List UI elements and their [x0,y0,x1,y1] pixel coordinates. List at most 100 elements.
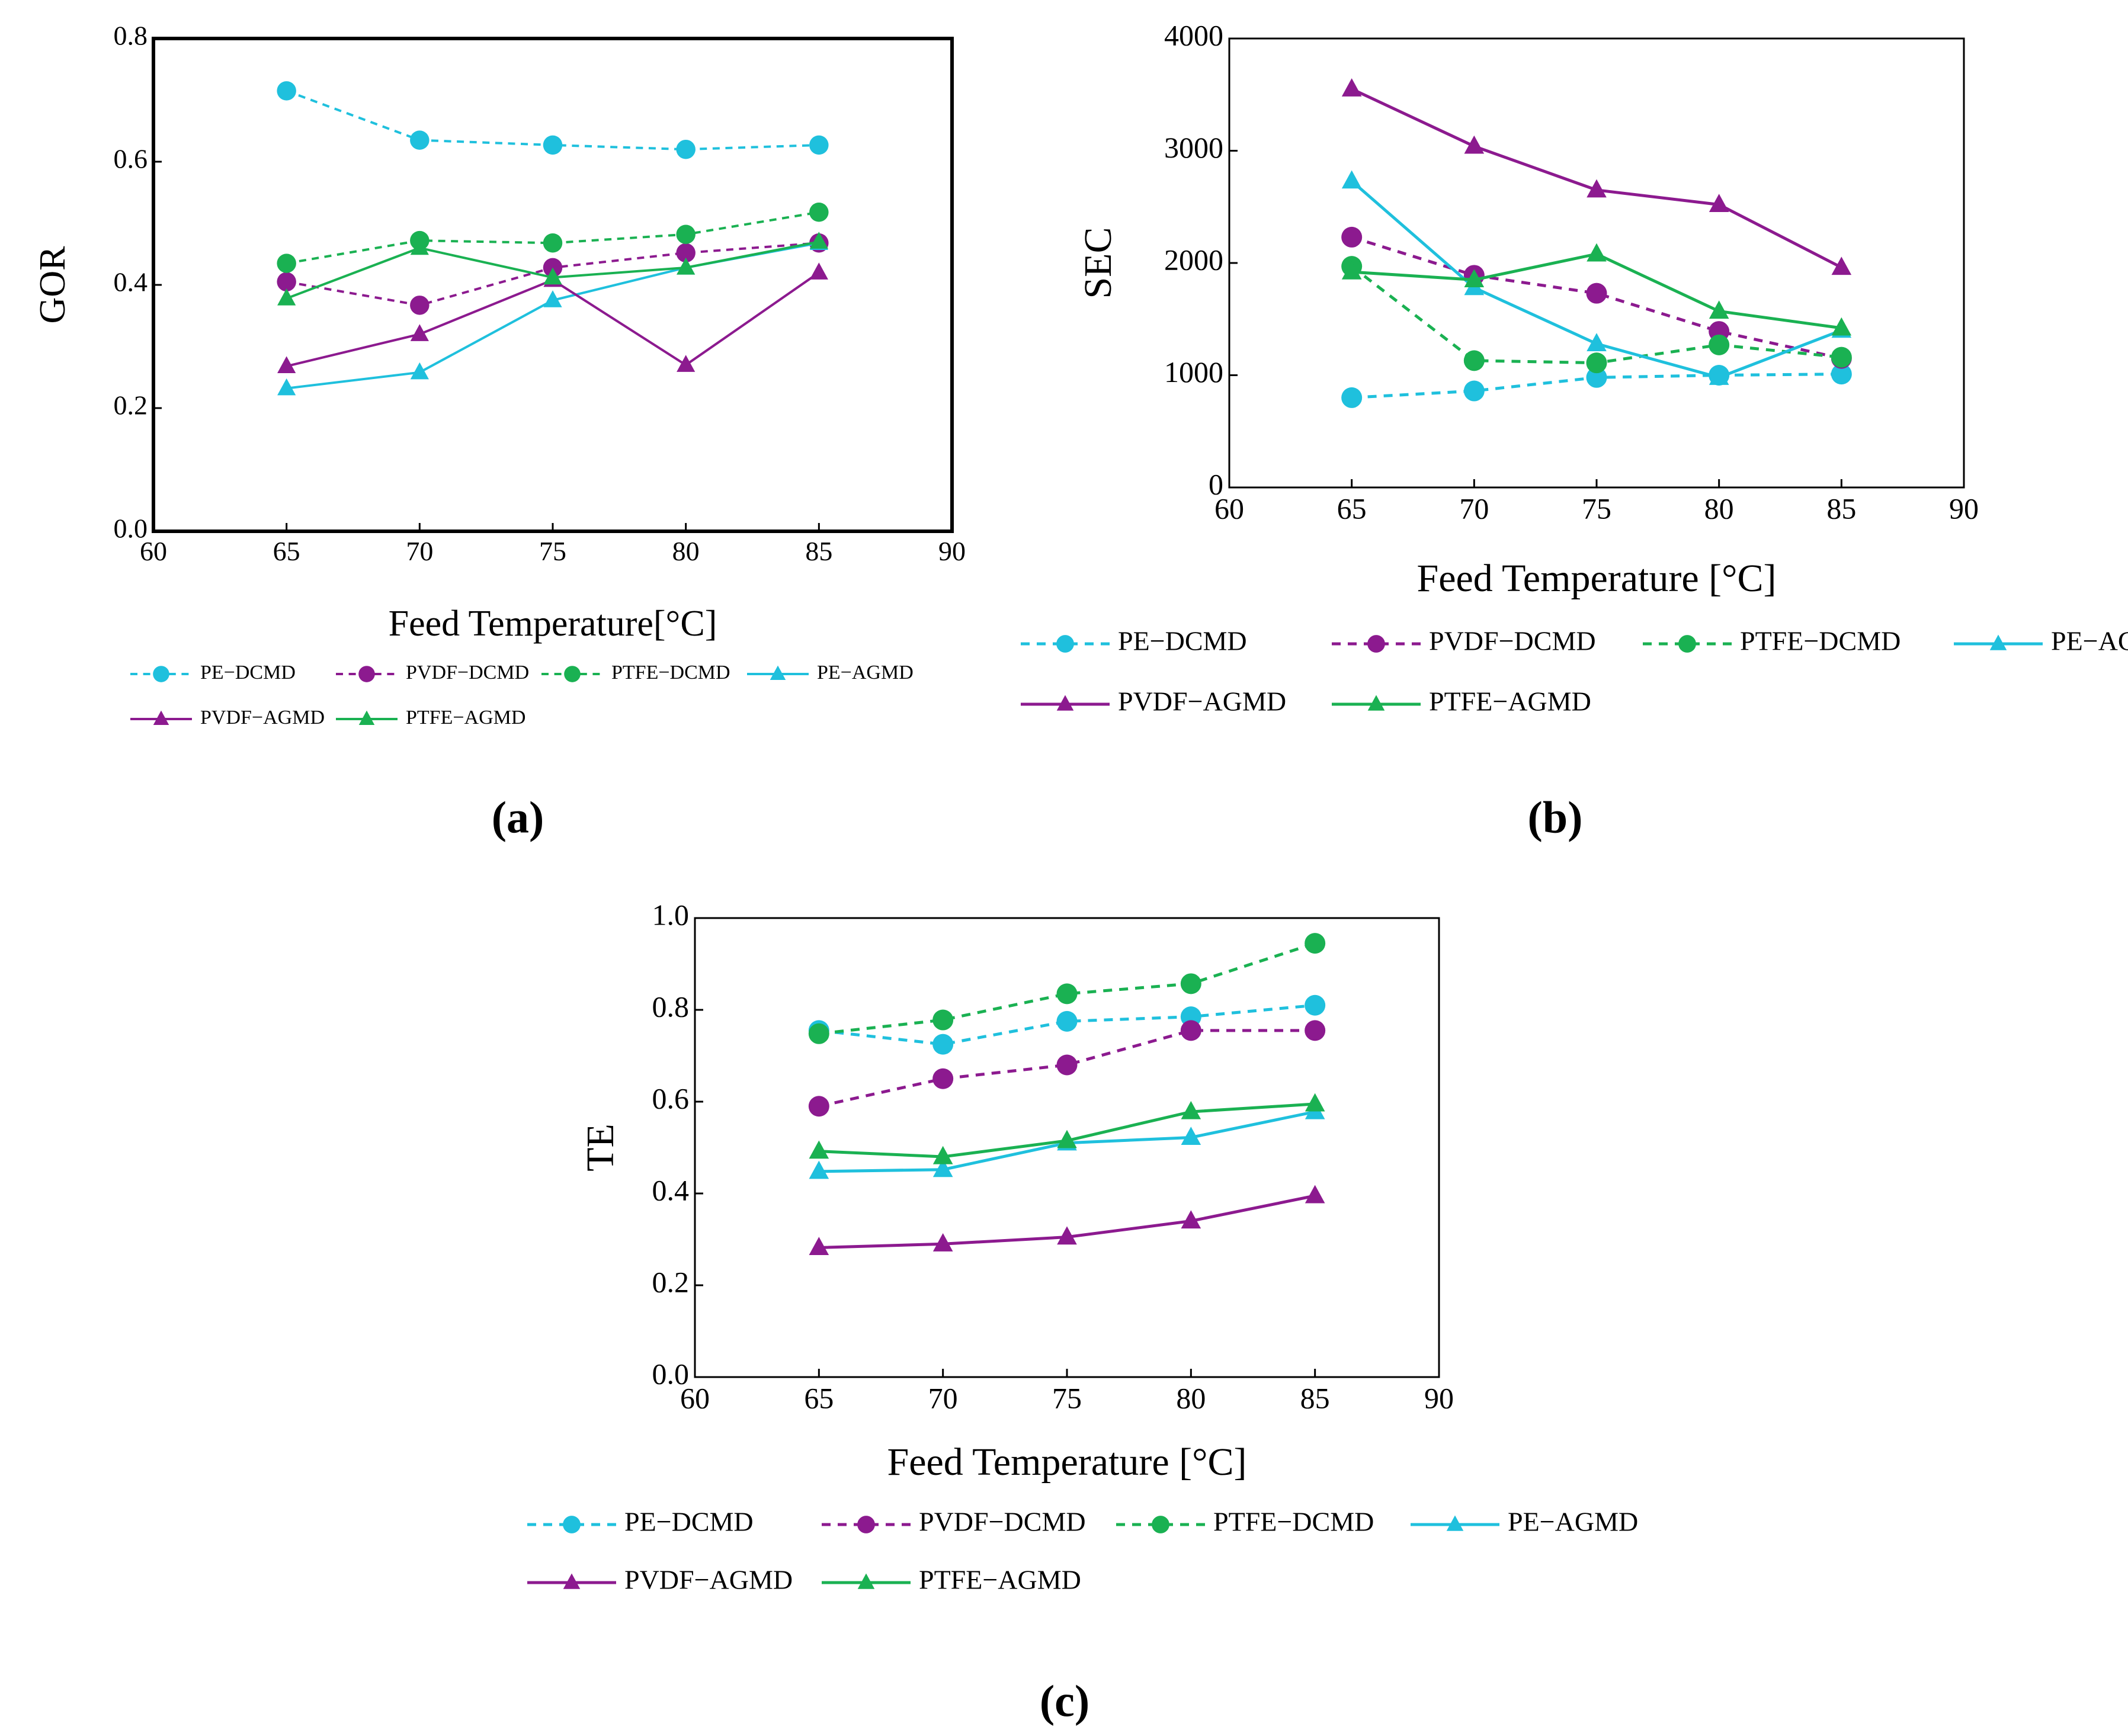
marker [1463,380,1485,402]
x-tick-label: 70 [406,536,433,566]
legend-label: PVDF−DCMD [1429,626,1596,656]
marker [1709,194,1729,213]
legend-label: PVDF−AGMD [200,707,325,729]
marker [1181,1100,1201,1119]
x-tick-label: 75 [539,536,566,566]
marker [1305,933,1326,954]
legend-marker [1367,635,1385,653]
marker [1586,352,1607,374]
marker [410,324,429,341]
legend-label: PE−DCMD [624,1507,754,1537]
marker [1181,1210,1201,1229]
y-tick-label: 0.0 [652,1357,690,1390]
x-tick-label: 75 [1582,492,1611,525]
legend-label: PE−DCMD [1118,626,1247,656]
marker [932,1159,953,1177]
y-tick-label: 0.8 [652,990,690,1023]
panel-label: (a) [492,792,544,842]
legend-label: PE−AGMD [2051,626,2128,656]
legend-label: PVDF−AGMD [624,1565,793,1595]
marker [1464,269,1485,288]
legend-marker [857,1516,875,1533]
legend-label: PTFE−AGMD [406,707,525,729]
marker [1056,1010,1078,1032]
y-axis-label: TE [579,1124,622,1172]
marker [808,1023,829,1044]
marker [1305,1020,1326,1041]
y-tick-label: 0 [1209,467,1223,500]
chart-panel: 60 65 70 75 80 85 90 0.0 0.2 0.4 0.6 0.8 Feed Temper… [33,21,966,843]
y-tick-label: 0.2 [114,390,148,421]
series-line [819,1003,1315,1046]
marker [277,81,296,101]
marker [1586,283,1607,304]
marker [1831,364,1852,385]
series-line [286,211,819,265]
y-tick-label: 2000 [1164,243,1223,276]
legend-marker [1056,695,1074,711]
marker [410,362,429,380]
legend-label: PE−AGMD [1508,1507,1638,1537]
marker [1180,973,1201,994]
marker [808,1096,829,1117]
marker [543,233,563,253]
marker [410,130,430,150]
legend-label: PTFE−DCMD [611,662,730,684]
x-tick-label: 70 [1459,492,1489,525]
legend-marker [563,1573,581,1589]
legend-label: PE−DCMD [200,662,296,684]
y-tick-label: 0.4 [652,1173,690,1206]
y-axis-label: GOR [33,246,73,324]
legend-marker [1989,634,2007,650]
y-tick-label: 0.6 [114,144,148,174]
marker [677,355,696,372]
marker [809,232,828,249]
legend-marker [358,666,375,682]
marker [1305,1093,1325,1112]
marker [1341,170,1362,189]
panel-label: (c) [1040,1676,1089,1726]
legend-label: PVDF−AGMD [1118,686,1286,717]
marker [677,257,696,275]
legend-label: PVDF−DCMD [406,662,529,684]
marker [809,1140,829,1159]
legend-marker [153,710,169,725]
marker [1056,1054,1078,1076]
x-tick-label: 90 [1949,492,1979,525]
marker [676,224,696,244]
x-tick-label: 85 [1826,492,1856,525]
series-line [1351,236,1842,360]
legend-marker [1152,1516,1169,1533]
x-tick-label: 60 [1214,492,1244,525]
marker [277,356,296,373]
marker [1463,350,1485,371]
marker [543,290,562,307]
marker [1057,1129,1077,1148]
marker [543,135,563,155]
y-tick-label: 4000 [1164,18,1223,52]
marker [1180,1020,1201,1041]
x-axis-label: Feed Temperature[°C] [389,604,717,644]
legend-marker [358,710,375,725]
series-line [1351,88,1842,269]
legend-label: PTFE−DCMD [1740,626,1901,656]
legend-marker [563,1516,581,1533]
legend-label: PTFE−DCMD [1213,1507,1374,1537]
marker [1056,983,1078,1005]
marker [809,1160,829,1179]
marker [1831,317,1852,336]
marker [676,139,696,159]
marker [1587,243,1607,262]
legend-marker [153,666,169,682]
x-tick-label: 65 [273,536,300,566]
y-axis-label: SEC [1076,227,1120,299]
marker [1057,1226,1077,1245]
y-tick-label: 1.0 [652,898,690,931]
chart-panel: 60 65 70 75 80 85 90 0.0 0.2 0.4 0.6 0.8 1.0 Feed Tem… [527,898,1638,1726]
marker [1305,994,1326,1016]
marker [1709,367,1729,385]
x-tick-label: 85 [1300,1381,1330,1414]
marker [1305,1185,1325,1204]
marker [1341,226,1363,248]
